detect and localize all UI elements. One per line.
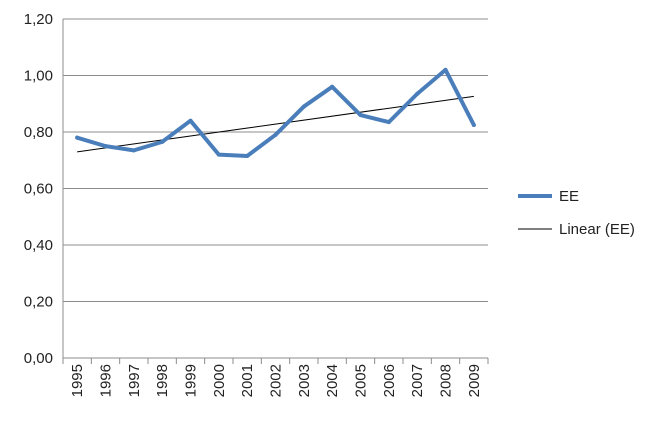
- x-tick-label: 2002: [268, 364, 285, 397]
- data-point: [358, 113, 363, 118]
- data-point: [273, 132, 278, 137]
- trendline-layer: [77, 95, 474, 153]
- legend-label-ee: EE: [559, 188, 579, 205]
- axes: 0,00 0,20 0,40 0,60 0,80 1,00 1,20 1995 1996 1997…: [24, 11, 489, 397]
- y-tick-label: 1,20: [24, 11, 53, 28]
- x-tick-label: 2001: [239, 364, 256, 397]
- x-tick-label: 2005: [353, 364, 370, 397]
- x-tick-label: 2007: [409, 364, 426, 397]
- data-point: [216, 152, 221, 157]
- x-tick-label: 2006: [381, 364, 398, 397]
- y-tick-label: 0,00: [24, 350, 53, 367]
- trendline: [77, 95, 474, 153]
- data-point: [103, 144, 108, 149]
- y-tick-label: 1,00: [24, 68, 53, 85]
- x-tick-label: 2004: [324, 364, 341, 397]
- x-tick-label: 2008: [438, 364, 455, 397]
- x-tick-label: 2009: [466, 364, 483, 397]
- data-point: [443, 67, 448, 72]
- y-tick-label: 0,40: [24, 237, 53, 254]
- x-tick-label: 2000: [211, 364, 228, 397]
- data-point: [415, 91, 420, 96]
- data-point: [386, 120, 391, 125]
- y-tick-label: 0,20: [24, 294, 53, 311]
- data-point: [471, 122, 476, 127]
- x-tick-label: 1995: [69, 364, 86, 397]
- x-tick-label: 1996: [98, 364, 115, 397]
- series-layer: [75, 67, 476, 159]
- y-tick-label: 0,60: [24, 181, 53, 198]
- data-point: [75, 135, 80, 140]
- legend-label-trendline: Linear (EE): [559, 221, 635, 238]
- x-tick-label: 2003: [296, 364, 313, 397]
- data-point: [188, 118, 193, 123]
- x-tick-label: 1998: [154, 364, 171, 397]
- data-point: [245, 154, 250, 159]
- data-point: [301, 104, 306, 109]
- gridlines: [63, 18, 488, 302]
- legend: EE Linear (EE): [518, 188, 635, 238]
- data-point: [330, 84, 335, 89]
- data-point: [131, 148, 136, 153]
- x-tick-label: 1999: [183, 364, 200, 397]
- x-tick-label: 1997: [126, 364, 143, 397]
- y-tick-label: 0,80: [24, 124, 53, 141]
- data-point: [160, 139, 165, 144]
